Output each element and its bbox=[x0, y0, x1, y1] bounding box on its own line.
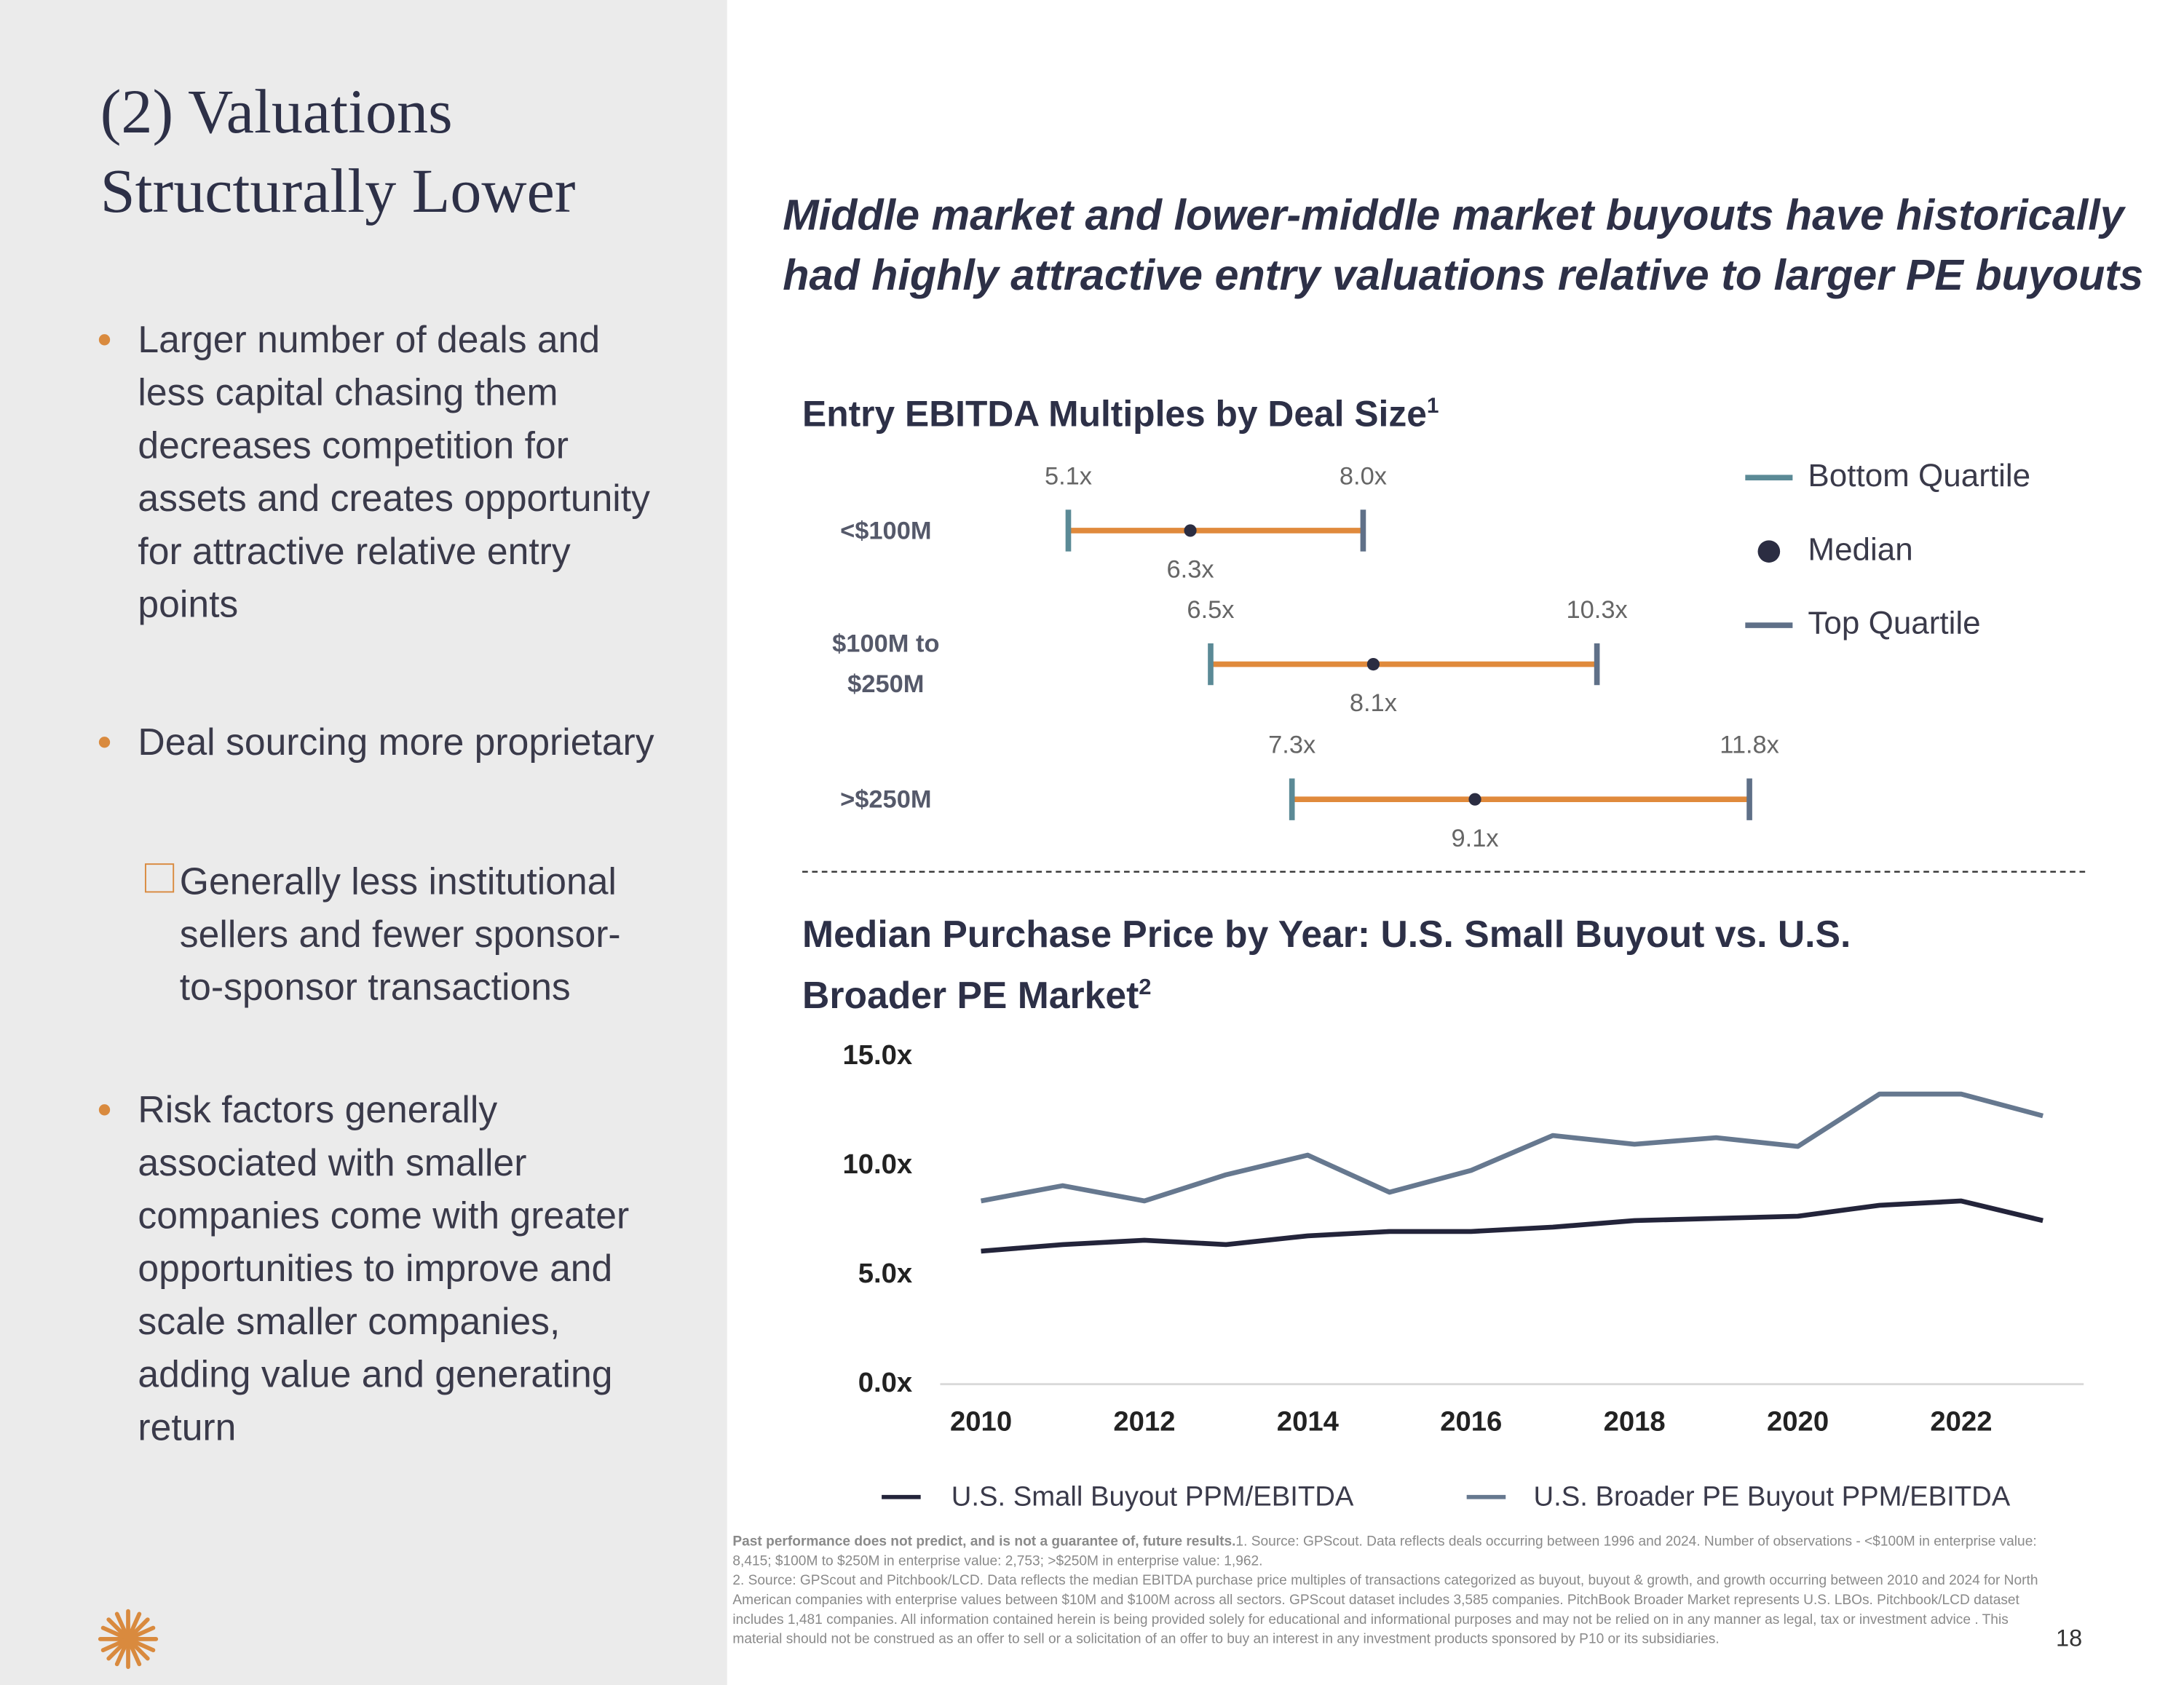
x-tick-label: 2018 bbox=[1604, 1406, 1666, 1437]
value-label: 7.3x bbox=[1268, 732, 1315, 759]
note: 1. Source: GPScout. Data reflects deals … bbox=[732, 1534, 2037, 1570]
median-dot bbox=[1468, 793, 1481, 806]
legend-label: Top Quartile bbox=[1808, 606, 1980, 641]
legend-label: Median bbox=[1808, 531, 1912, 567]
footnote-ref: 1 bbox=[1426, 395, 1439, 419]
median-dot bbox=[1366, 657, 1380, 671]
median-dot bbox=[1184, 524, 1197, 537]
bullet: Larger number of deals and less capital … bbox=[138, 319, 650, 626]
legend-label: Bottom Quartile bbox=[1808, 458, 2030, 493]
category-label: <$100M bbox=[840, 515, 932, 544]
y-tick-label: 15.0x bbox=[842, 1039, 912, 1071]
x-tick-label: 2022 bbox=[1930, 1406, 1992, 1437]
y-tick-label: 10.0x bbox=[842, 1149, 912, 1180]
bullet-dot bbox=[98, 737, 111, 748]
x-tick-label: 2020 bbox=[1767, 1406, 1829, 1437]
chart-title: Median Purchase Price by Year: U.S. Smal… bbox=[802, 908, 1902, 1022]
sub-bullet-box bbox=[144, 863, 175, 893]
value-label: 6.5x bbox=[1187, 596, 1234, 624]
chart-title-text: Median Purchase Price by Year: U.S. Smal… bbox=[802, 913, 1851, 1017]
chart-title: Entry EBITDA Multiples by Deal Size1 bbox=[802, 393, 1439, 436]
side-panel bbox=[0, 0, 727, 1685]
series-line bbox=[981, 1198, 2043, 1254]
bullet: Risk factors generally associated with s… bbox=[138, 1089, 630, 1448]
footnote: Past performance does not predict, and i… bbox=[732, 1533, 2058, 1650]
headline: Middle market and lower-middle market bu… bbox=[783, 191, 2144, 300]
value-label: 9.1x bbox=[1452, 825, 1499, 852]
category-label: >$250M bbox=[840, 785, 932, 813]
x-tick-label: 2016 bbox=[1440, 1406, 1502, 1437]
disclaimer: Past performance does not predict, and i… bbox=[732, 1534, 1236, 1550]
legend-label: U.S. Broader PE Buyout PPM/EBITDA bbox=[1534, 1481, 2011, 1512]
series-line bbox=[980, 1091, 2044, 1204]
bullet-dot bbox=[98, 1104, 111, 1116]
x-tick-label: 2014 bbox=[1277, 1406, 1340, 1437]
x-tick-label: 2010 bbox=[950, 1406, 1012, 1437]
value-label: 8.1x bbox=[1350, 689, 1397, 717]
value-label: 5.1x bbox=[1045, 462, 1092, 490]
chart-title-text: Entry EBITDA Multiples by Deal Size bbox=[802, 392, 1427, 435]
value-label: 11.8x bbox=[1720, 732, 1779, 759]
legend-marker bbox=[1757, 540, 1781, 563]
x-tick-label: 2012 bbox=[1113, 1406, 1175, 1437]
y-tick-label: 5.0x bbox=[858, 1258, 912, 1289]
note: 2. Source: GPScout and Pitchbook/LCD. Da… bbox=[732, 1573, 2038, 1648]
category-label: $100M to $250M bbox=[832, 629, 940, 698]
y-tick-label: 0.0x bbox=[858, 1367, 912, 1398]
value-label: 8.0x bbox=[1340, 462, 1387, 490]
footnote-ref: 2 bbox=[1139, 975, 1152, 1000]
sub-bullet: Generally less institutional sellers and… bbox=[179, 860, 621, 1009]
page-number: 18 bbox=[2055, 1625, 2083, 1652]
slide-title: (2) Valuations Structurally Lower bbox=[100, 76, 576, 226]
value-label: 10.3x bbox=[1566, 596, 1627, 624]
value-label: 6.3x bbox=[1167, 556, 1214, 584]
legend-label: U.S. Small Buyout PPM/EBITDA bbox=[951, 1481, 1354, 1512]
bullet: Deal sourcing more proprietary bbox=[138, 721, 654, 764]
bullet-dot bbox=[98, 334, 111, 346]
logo bbox=[98, 1609, 159, 1669]
